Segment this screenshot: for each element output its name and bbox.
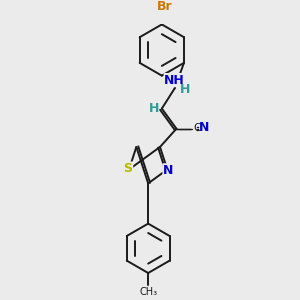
Text: N: N: [198, 121, 209, 134]
Text: H: H: [179, 83, 190, 96]
Text: NH: NH: [164, 74, 185, 87]
Text: Br: Br: [157, 0, 172, 13]
Text: C: C: [193, 123, 200, 133]
Text: S: S: [124, 162, 133, 175]
Text: H: H: [149, 102, 160, 115]
Text: N: N: [163, 164, 173, 177]
Text: CH₃: CH₃: [139, 287, 157, 297]
